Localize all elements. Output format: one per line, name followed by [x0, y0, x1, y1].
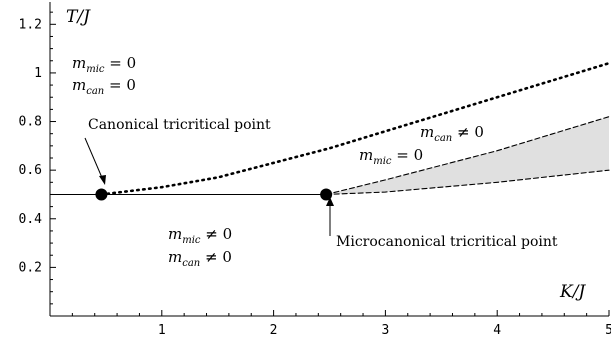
x-tick-label: 5: [605, 323, 611, 338]
series-line-dotted-1: [100, 61, 611, 196]
region-tl-rel1: = 0: [105, 54, 137, 72]
shaded-region-layer: [326, 116, 609, 195]
region-r-sub1: can: [434, 133, 452, 144]
canonical-tricritical-point: [95, 188, 108, 201]
y-tick-label: 0.8: [19, 115, 42, 130]
series-layer: [50, 61, 611, 196]
region-r-rel1: ≠ 0: [452, 123, 484, 141]
x-tick-label: 1: [158, 323, 166, 338]
canonical-tricritical-label: Canonical tricritical point: [88, 117, 271, 133]
canonical-arrow-line: [84, 137, 104, 181]
region-b-rel1: ≠ 0: [201, 225, 233, 243]
region-tl-sub2: can: [86, 86, 104, 97]
region-label-right-line2: mmic = 0: [359, 146, 423, 167]
y-tick-label: 0.4: [19, 212, 43, 227]
label-layer: T/J K/J mmic = 0 mcan = 0 mmic ≠ 0 mcan …: [66, 7, 586, 302]
region-r-sub2: mic: [373, 156, 392, 167]
region-tl-sub1: mic: [86, 64, 105, 75]
x-tick-label: 2: [270, 323, 278, 338]
x-axis-title: K/J: [559, 282, 586, 302]
x-tick-label: 4: [493, 323, 501, 338]
microcanonical-arrow-head: [326, 197, 334, 206]
region-label-bottom-line1: mmic ≠ 0: [168, 225, 232, 246]
y-tick-label: 0.2: [19, 260, 42, 275]
y-tick-label: 1: [34, 66, 42, 81]
y-tick-label: 0.6: [19, 163, 42, 178]
shaded-region: [326, 116, 609, 195]
y-axis-title: T/J: [66, 7, 91, 27]
series-line-dashed-2: [325, 116, 610, 196]
y-tick-label: 1.2: [19, 17, 42, 32]
region-label-bottom-line2: mcan ≠ 0: [168, 248, 232, 269]
region-tl-rel2: = 0: [104, 76, 136, 94]
x-tick-label: 3: [381, 323, 389, 338]
points-layer: [95, 188, 333, 201]
region-r-rel2: = 0: [392, 146, 424, 164]
microcanonical-tricritical-point: [320, 188, 333, 201]
region-label-top-left-line2: mcan = 0: [72, 76, 136, 97]
region-b-sub2: can: [182, 258, 200, 269]
region-b-rel2: ≠ 0: [200, 248, 232, 266]
microcanonical-tricritical-label: Microcanonical tricritical point: [336, 234, 558, 250]
canonical-arrow-head: [99, 175, 106, 185]
region-b-sub1: mic: [182, 235, 201, 246]
series-line-dashed-3: [325, 169, 610, 196]
region-label-right-line1: mcan ≠ 0: [420, 123, 484, 144]
axes-layer: 1 2 3 4 5 0.2 0.4 0.6 0.8 1 1.2: [19, 2, 611, 338]
region-label-top-left-line1: mmic = 0: [72, 54, 136, 75]
